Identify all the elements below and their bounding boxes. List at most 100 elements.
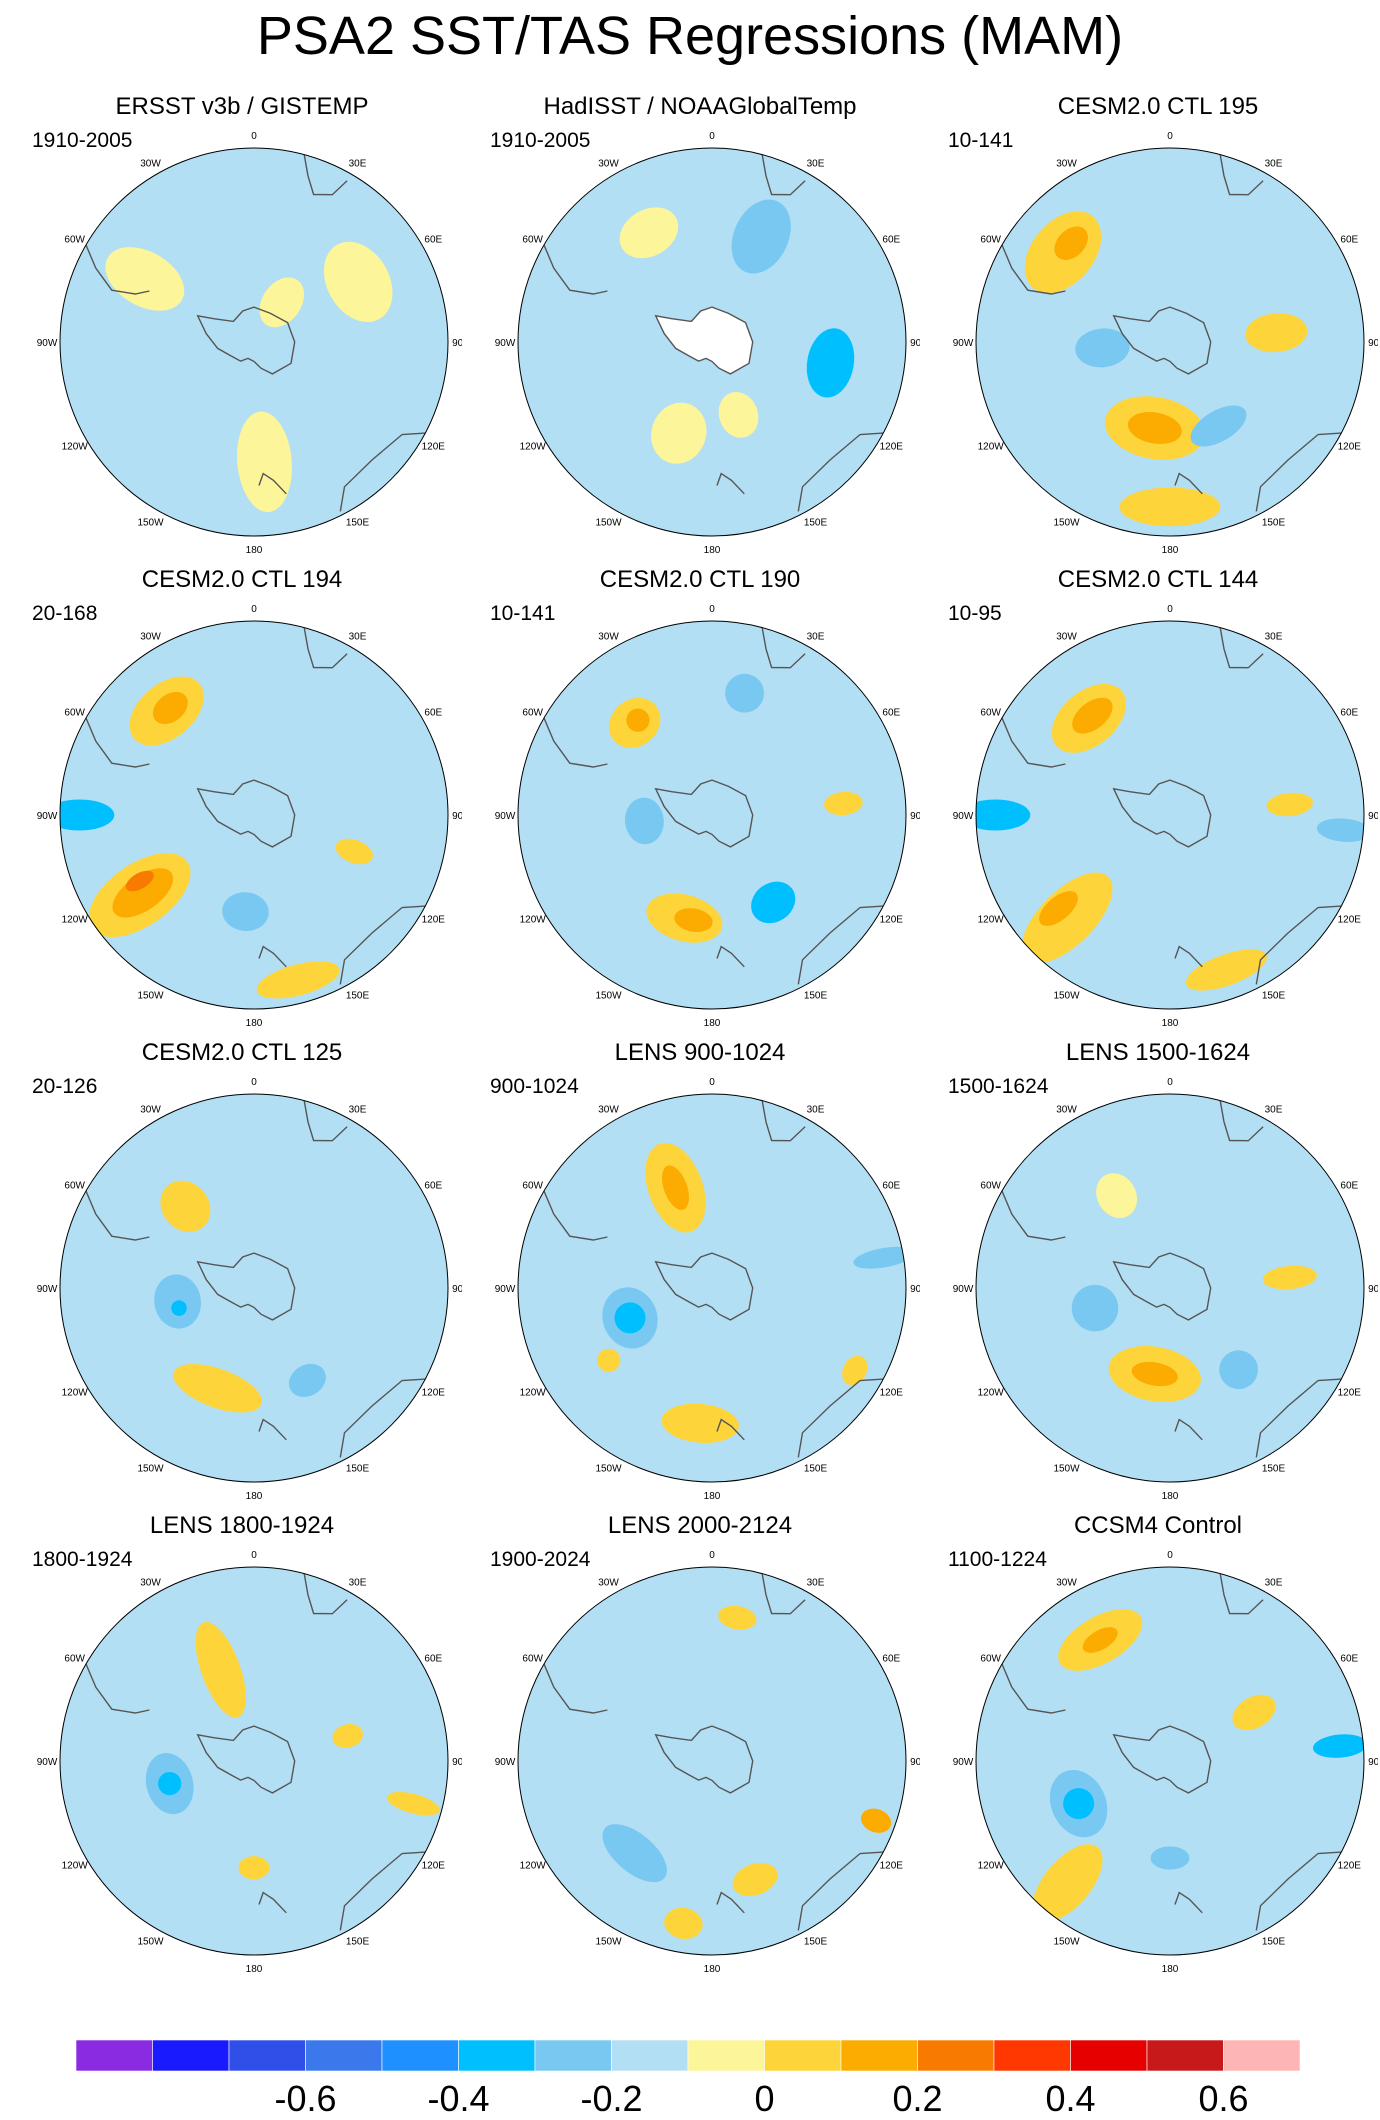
longitude-label: 120W <box>520 1861 547 1872</box>
continent-coastline <box>1174 472 1203 495</box>
anomaly-contour <box>674 908 713 933</box>
continent-coastline <box>85 244 150 295</box>
polar-map: 0 30E 60E 90E 120E 150E 180 150W 120W 90W 60W 30W <box>953 604 1378 1029</box>
colorbar-swatch <box>458 2040 536 2072</box>
longitude-label: 60E <box>882 708 900 719</box>
continent-coastline <box>1174 1891 1203 1914</box>
anomaly-contour <box>1063 1788 1095 1820</box>
colorbar-swatch <box>1223 2040 1301 2072</box>
anomaly-background <box>976 148 1364 536</box>
panel-title: CESM2.0 CTL 190 <box>599 566 801 593</box>
longitude-label: 90E <box>452 811 462 822</box>
longitude-label: 60W <box>522 708 543 719</box>
longitude-label: 90E <box>452 338 462 349</box>
longitude-label: 0 <box>1167 1077 1173 1088</box>
map-panel: 0 30E 60E 90E 120E 150E 180 150W 120W 90W 60W 30W ER… <box>22 92 462 562</box>
continent-coastline <box>761 154 806 196</box>
colorbar-tick-label: -0.4 <box>427 2078 489 2119</box>
longitude-label: 60W <box>64 708 85 719</box>
anomaly-contour <box>60 799 115 831</box>
longitude-label: 0 <box>709 604 715 615</box>
longitude-label: 30E <box>1265 1578 1283 1589</box>
longitude-label: 120E <box>1338 1388 1362 1399</box>
anomaly-contour <box>806 328 855 398</box>
longitude-label: 180 <box>246 1018 263 1029</box>
polar-map: 0 30E 60E 90E 120E 150E 180 150W 120W 90W 60W 30W <box>953 1077 1378 1502</box>
longitude-label: 30W <box>598 632 619 643</box>
panel-title: CCSM4 Control <box>1073 1512 1243 1539</box>
panel-title: CESM2.0 CTL 195 <box>1057 93 1259 120</box>
anomaly-contour <box>1127 412 1182 444</box>
anomaly-contour <box>1119 487 1221 527</box>
colorbar-swatch <box>993 2040 1071 2072</box>
longitude-label: 30W <box>1056 1105 1077 1116</box>
anomaly-contour <box>853 1246 906 1269</box>
continent-coastline <box>1174 1418 1203 1441</box>
longitude-label: 150W <box>595 517 622 528</box>
longitude-label: 120W <box>62 442 89 453</box>
colorbar-swatch <box>611 2040 689 2072</box>
longitude-label: 30E <box>1265 159 1283 170</box>
panel-period: 10-141 <box>948 129 1014 152</box>
longitude-label: 60W <box>980 708 1001 719</box>
antarctica-coastline <box>196 1725 296 1794</box>
longitude-label: 60E <box>882 1654 900 1665</box>
colorbar-tick-label: 0 <box>754 2078 774 2119</box>
longitude-label: 30W <box>1056 632 1077 643</box>
continent-coastline <box>258 472 287 495</box>
panel-period: 20-168 <box>32 602 98 625</box>
longitude-label: 30E <box>807 632 825 643</box>
map-border <box>517 620 907 1010</box>
longitude-label: 150W <box>1053 517 1080 528</box>
polar-map: 0 30E 60E 90E 120E 150E 180 150W 120W 90W 60W 30W <box>953 1550 1378 1975</box>
longitude-label: 120E <box>422 1861 446 1872</box>
anomaly-contour <box>1245 313 1308 353</box>
anomaly-contour <box>1316 818 1364 842</box>
longitude-label: 120E <box>880 915 904 926</box>
anomaly-contour <box>1072 697 1113 734</box>
continent-coastline <box>1219 154 1264 196</box>
longitude-label: 180 <box>1162 545 1179 556</box>
anomaly-contour <box>1039 891 1078 926</box>
antarctica-coastline <box>654 1725 754 1794</box>
anomaly-contour <box>332 1723 363 1748</box>
longitude-label: 180 <box>1162 1491 1179 1502</box>
map-panel: 0 30E 60E 90E 120E 150E 180 150W 120W 90W 60W 30W LE… <box>480 1038 920 1508</box>
continent-coastline <box>543 1663 608 1714</box>
anomaly-contour <box>1232 1694 1276 1731</box>
panel-title: CESM2.0 CTL 144 <box>1057 566 1259 593</box>
map-border <box>975 1093 1365 1483</box>
anomaly-contour <box>1071 1284 1119 1332</box>
longitude-label: 90E <box>1368 1284 1378 1295</box>
continent-coastline <box>716 1891 745 1914</box>
figure-title: PSA2 SST/TAS Regressions (MAM) <box>256 6 1124 66</box>
longitude-label: 180 <box>704 1018 721 1029</box>
map-border <box>59 1566 449 1956</box>
colorbar-swatch <box>228 2040 306 2072</box>
anomaly-contour <box>725 673 765 713</box>
longitude-label: 0 <box>1167 604 1173 615</box>
colorbar-tick-label: -0.2 <box>580 2078 642 2119</box>
longitude-label: 30E <box>807 159 825 170</box>
longitude-label: 60W <box>64 1654 85 1665</box>
longitude-label: 0 <box>251 131 257 142</box>
anomaly-contour <box>1131 1361 1178 1387</box>
longitude-label: 120W <box>62 915 89 926</box>
anomaly-background <box>60 621 448 1009</box>
longitude-label: 120E <box>1338 1861 1362 1872</box>
anomaly-contour <box>259 277 305 328</box>
map-panel: 0 30E 60E 90E 120E 150E 180 150W 120W 90W 60W 30W CC… <box>938 1511 1378 1981</box>
longitude-label: 120E <box>880 1388 904 1399</box>
longitude-label: 90W <box>37 811 58 822</box>
antarctica-coastline <box>1112 306 1212 375</box>
continent-coastline <box>303 1573 348 1615</box>
continent-coastline <box>797 1851 884 1931</box>
continent-coastline <box>1219 627 1264 669</box>
longitude-label: 150W <box>595 990 622 1001</box>
colorbar-tick-label: 0.4 <box>1045 2078 1095 2119</box>
continent-coastline <box>1001 1663 1066 1714</box>
anomaly-background <box>518 621 906 1009</box>
longitude-label: 0 <box>251 604 257 615</box>
polar-map: 0 30E 60E 90E 120E 150E 180 150W 120W 90W 60W 30W <box>953 131 1378 556</box>
continent-coastline <box>1001 244 1066 295</box>
